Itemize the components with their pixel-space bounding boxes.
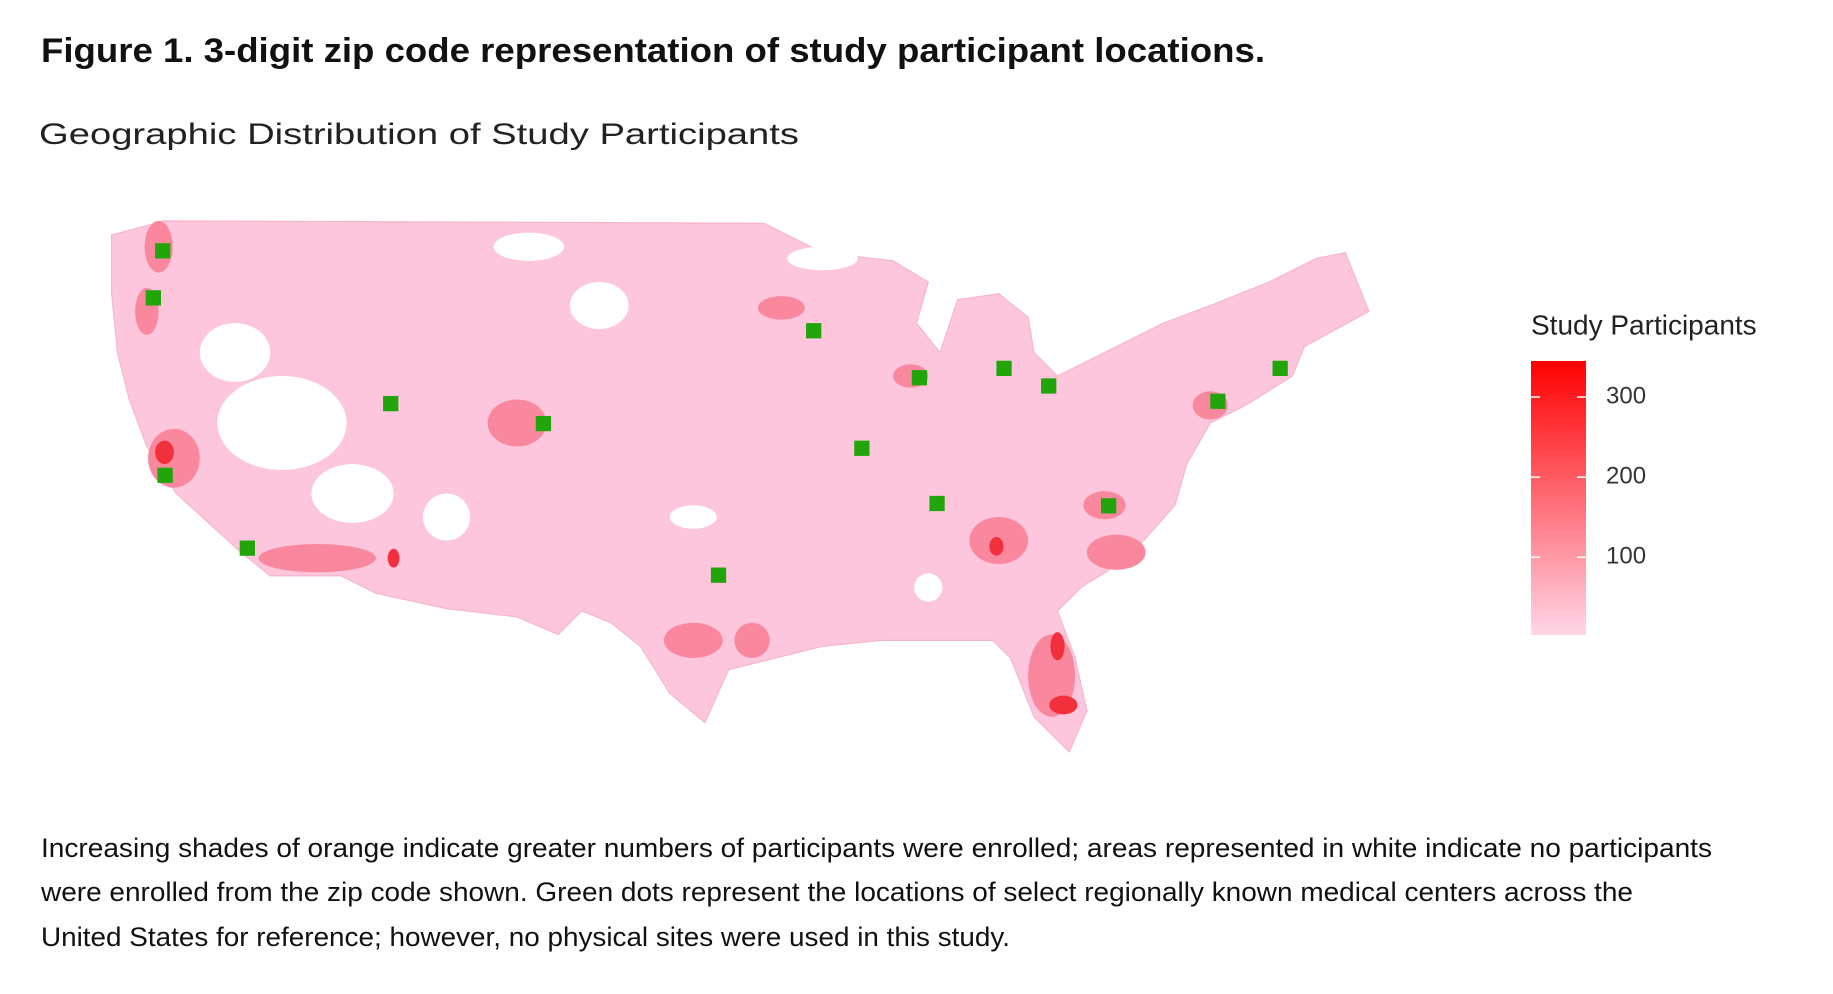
caption-line: Increasing shades of orange indicate gre…: [41, 833, 1712, 863]
figure-title: Figure 1. 3-digit zip code representatio…: [41, 32, 1265, 70]
us-map: [111, 220, 1370, 754]
medical-center: [1210, 393, 1226, 409]
no-participant-areas: [199, 232, 943, 602]
medical-center: [1272, 360, 1288, 376]
highest-participant-areas: [155, 440, 1078, 715]
medical-center: [806, 323, 822, 339]
medical-center: [157, 467, 173, 483]
caption-line: were enrolled from the zip code shown. G…: [40, 877, 1633, 907]
medical-center: [1100, 498, 1117, 514]
medical-center: [996, 360, 1012, 376]
medical-center: [911, 370, 928, 386]
medical-center: [535, 415, 552, 432]
medical-center: [929, 495, 945, 512]
tick-label: 300: [1606, 382, 1646, 409]
tick-label: 100: [1606, 543, 1646, 570]
medical-center: [854, 440, 870, 456]
caption-line: United States for reference; however, no…: [41, 922, 1010, 952]
us-outline: [111, 220, 1370, 754]
medical-center: [710, 567, 727, 583]
medical-center: [383, 395, 399, 412]
tick-label: 200: [1606, 463, 1646, 490]
medical-center: [145, 290, 161, 306]
medical-center: [239, 540, 255, 556]
medical-center: [1041, 378, 1057, 394]
medical-center: [155, 243, 171, 259]
colorbar: [1531, 361, 1586, 635]
legend-title: Study Participants: [1531, 309, 1757, 340]
medical-centers: [145, 243, 1288, 583]
map-subtitle: Geographic Distribution of Study Partici…: [39, 118, 799, 151]
